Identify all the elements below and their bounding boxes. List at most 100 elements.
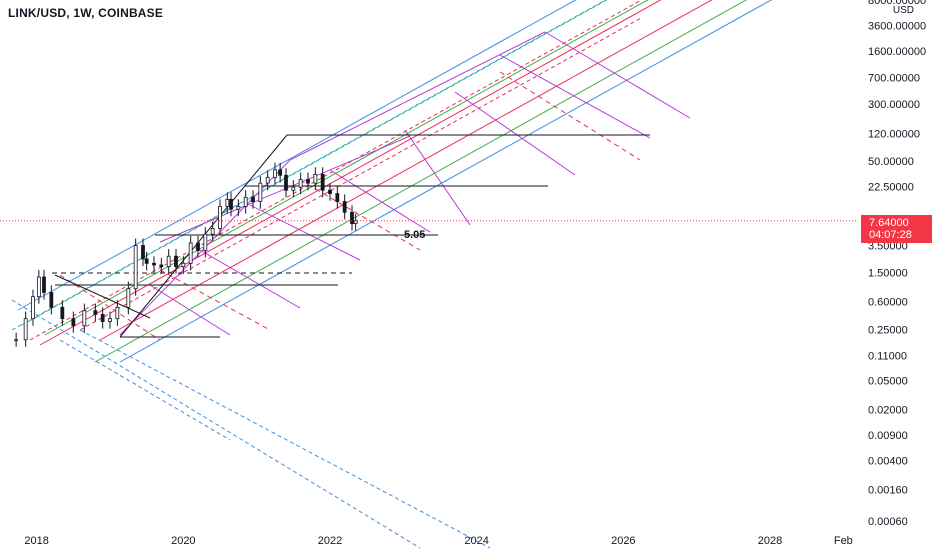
candle-body-3	[36, 276, 41, 298]
candle-body-22	[188, 242, 193, 264]
y-tick-label: 0.00400	[868, 456, 908, 468]
candle-body-33	[265, 176, 270, 184]
x-tick-label: 2024	[464, 535, 488, 547]
candle-body-25	[210, 228, 215, 235]
channel-upper-blue	[17, 0, 577, 311]
last-price-value: 7.64000	[869, 217, 909, 229]
channel-red-dashed-1	[29, 0, 641, 341]
channel-lower-blue	[119, 0, 773, 363]
candle-body-15	[141, 245, 145, 260]
candle-body-0	[14, 339, 19, 342]
candle-body-4	[42, 276, 46, 293]
y-tick-label: 3600.00000	[868, 20, 926, 32]
y-tick-label: 300.00000	[868, 99, 920, 111]
currency-label: USD	[892, 5, 914, 16]
candle-body-41	[320, 173, 325, 191]
candle-body-17	[152, 262, 156, 266]
candle-body-37	[291, 186, 296, 191]
red-perpendicular-2	[159, 269, 271, 331]
fork-perpendicular-5	[249, 204, 361, 261]
red-perpendicular-0	[499, 71, 641, 161]
candle-body-26	[218, 206, 222, 229]
candle-body-9	[93, 310, 98, 315]
candle-body-20	[174, 255, 178, 268]
candle-body-35	[278, 169, 283, 176]
candle-body-5	[49, 292, 54, 308]
candle-body-19	[166, 255, 171, 268]
down-ray-3	[59, 339, 231, 441]
price-axis: 8000.00000 3600.00000 1600.00000 700.00000 3…	[868, 0, 926, 528]
price-annotation-label: 5.05	[404, 229, 425, 241]
y-tick-label: 0.00060	[868, 516, 908, 528]
channel-red-dashed-2	[79, 18, 641, 331]
fork-perpendicular-0	[544, 31, 691, 119]
candle-body-21	[181, 262, 186, 268]
candle-body-7	[71, 318, 76, 327]
candle-body-11	[108, 318, 112, 322]
y-tick-label: 0.00160	[868, 485, 908, 497]
candle-body-30	[243, 196, 248, 207]
candle-body-1	[23, 318, 28, 341]
y-tick-label: 0.05000	[868, 375, 908, 387]
candle-body-23	[196, 242, 200, 251]
y-tick-label: 0.25000	[868, 324, 908, 336]
candle-body-24	[203, 233, 208, 251]
y-tick-label: 1.50000	[868, 267, 908, 279]
candle-body-28	[229, 198, 233, 210]
candle-body-34	[273, 169, 277, 178]
candle-body-44	[342, 201, 347, 213]
candle-body-40	[313, 173, 318, 184]
y-tick-label: 3.50000	[868, 241, 908, 253]
fork-perpendicular-6	[199, 249, 301, 309]
bar-countdown: 04:07:28	[869, 229, 912, 241]
x-tick-label: 2028	[758, 535, 782, 547]
channel-green-1	[44, 0, 649, 336]
x-tick-label: 2018	[24, 535, 48, 547]
candle-body-2	[31, 296, 35, 320]
fork-perpendicular-7	[149, 284, 231, 336]
y-tick-label: 0.11000	[868, 350, 907, 362]
candle-body-36	[284, 174, 288, 191]
fork-median-purple	[289, 31, 546, 161]
channel-red-1	[39, 0, 662, 346]
x-tick-label: 2020	[171, 535, 195, 547]
candle-body-14	[133, 245, 138, 290]
candle-body-27	[225, 198, 230, 207]
y-tick-label: 0.60000	[868, 297, 908, 309]
y-tick-label: 8000.00000	[868, 0, 926, 7]
symbol-title: LINK/USD, 1W, COINBASE	[8, 6, 164, 20]
y-tick-label: 120.00000	[868, 128, 920, 140]
candle-body-38	[298, 179, 303, 188]
down-ray-2	[79, 329, 491, 549]
drawing-tools-layer	[11, 0, 773, 549]
fork-perpendicular-1	[499, 54, 651, 139]
x-tick-label: Feb	[834, 535, 853, 547]
fork-perpendicular-4	[329, 169, 431, 233]
candle-body-31	[251, 196, 255, 202]
y-tick-label: 0.00900	[868, 430, 908, 442]
candle-body-29	[236, 206, 241, 210]
channel-teal-dashed-1	[11, 0, 607, 331]
candle-body-8	[82, 310, 87, 327]
y-tick-label: 1600.00000	[868, 46, 926, 58]
channel-teal-dashed-2	[21, 0, 608, 326]
y-tick-label: 0.02000	[868, 405, 908, 417]
last-price-tag: 7.64000 04:07:28	[861, 215, 932, 243]
x-tick-label: 2026	[611, 535, 635, 547]
price-candles	[14, 162, 358, 347]
candle-body-43	[335, 193, 340, 202]
time-axis: 2018 2020 2022 2024 2026 2028 Feb	[24, 535, 852, 547]
candle-body-39	[306, 179, 310, 184]
y-tick-label: 50.00000	[868, 156, 914, 168]
candle-body-46	[353, 220, 358, 224]
y-tick-label: 22.50000	[868, 181, 914, 193]
candle-body-13	[126, 288, 131, 308]
x-tick-label: 2022	[318, 535, 342, 547]
down-ray-1	[11, 299, 421, 549]
candle-body-12	[115, 306, 120, 320]
channel-green-2	[94, 0, 748, 363]
fork-origin-line	[54, 274, 151, 319]
red-perpendicular-3	[59, 274, 161, 341]
